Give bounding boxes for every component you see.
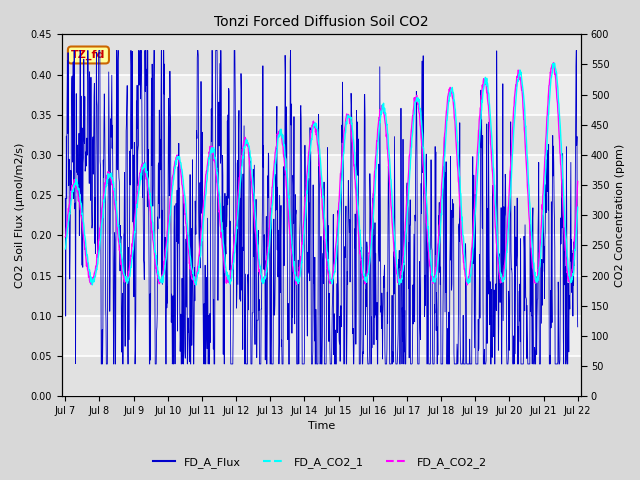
Bar [62, 276, 581, 316]
Bar [62, 356, 581, 396]
Y-axis label: CO2 Concentration (ppm): CO2 Concentration (ppm) [615, 144, 625, 287]
Title: Tonzi Forced Diffusion Soil CO2: Tonzi Forced Diffusion Soil CO2 [214, 15, 429, 29]
Bar [62, 35, 581, 74]
Bar [62, 74, 581, 115]
Bar [62, 235, 581, 276]
Bar [62, 316, 581, 356]
Bar [62, 155, 581, 195]
Bar [62, 115, 581, 155]
Text: TZ_fd: TZ_fd [71, 50, 106, 60]
X-axis label: Time: Time [308, 421, 335, 432]
Bar [62, 195, 581, 235]
Legend: FD_A_Flux, FD_A_CO2_1, FD_A_CO2_2: FD_A_Flux, FD_A_CO2_1, FD_A_CO2_2 [148, 452, 492, 472]
Y-axis label: CO2 Soil Flux (µmol/m2/s): CO2 Soil Flux (µmol/m2/s) [15, 143, 25, 288]
